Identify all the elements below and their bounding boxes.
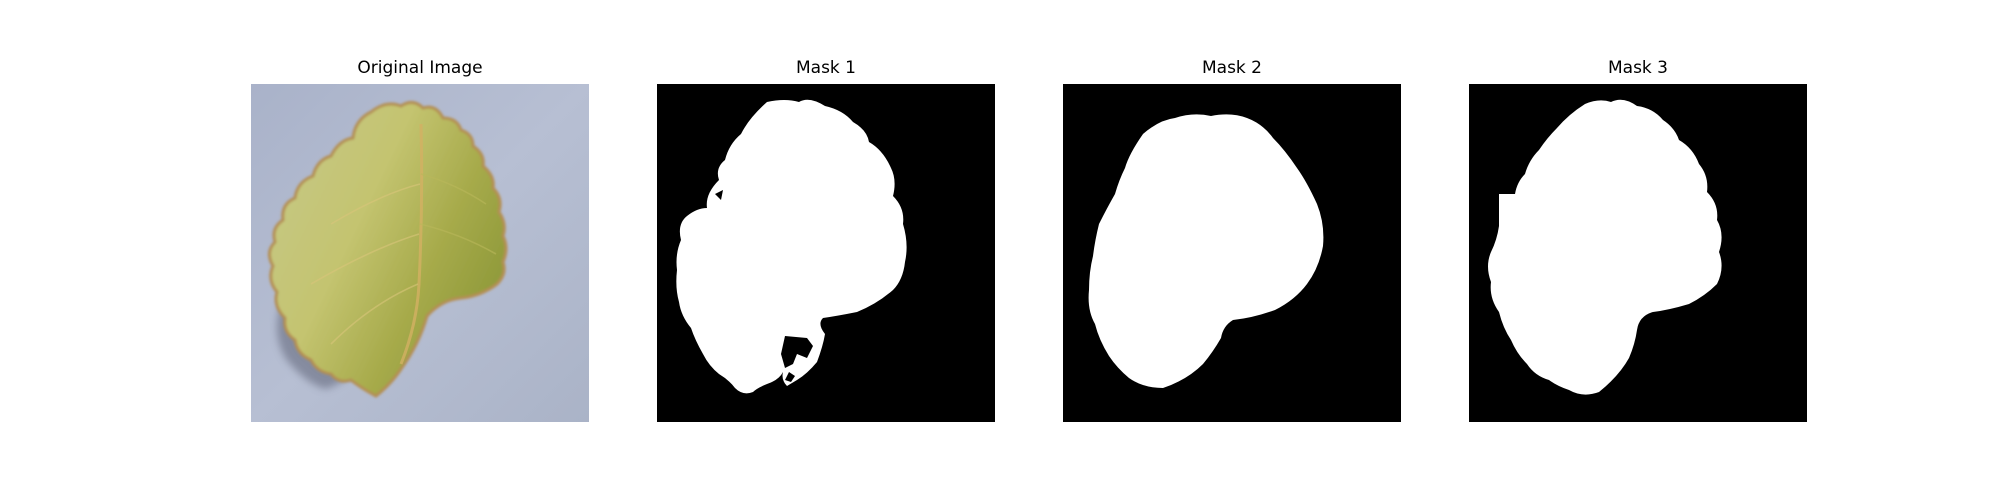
original-image-title: Original Image (357, 58, 483, 78)
original-leaf-photo (251, 84, 589, 422)
mask-2-image (1063, 84, 1401, 422)
mask-2-title: Mask 2 (1201, 58, 1262, 78)
mask-1-image (657, 84, 995, 422)
mask-3-title: Mask 3 (1607, 58, 1668, 78)
mask-1-title: Mask 1 (795, 58, 856, 78)
mask-3-image (1469, 84, 1807, 422)
